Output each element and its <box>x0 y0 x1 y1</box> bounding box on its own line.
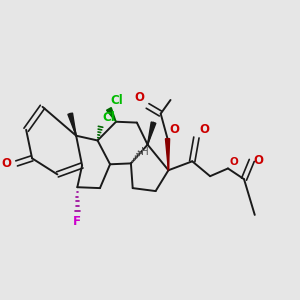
Text: O: O <box>253 154 263 167</box>
Text: Cl: Cl <box>110 94 123 107</box>
Text: F: F <box>73 214 81 228</box>
Text: O: O <box>200 123 209 136</box>
Text: O: O <box>169 123 179 136</box>
Text: O: O <box>134 91 144 103</box>
Text: H: H <box>141 147 149 158</box>
Polygon shape <box>148 122 156 145</box>
Polygon shape <box>68 113 76 136</box>
Text: Cl: Cl <box>102 111 115 124</box>
Text: O: O <box>1 157 11 170</box>
Polygon shape <box>106 108 116 122</box>
Polygon shape <box>165 139 169 170</box>
Text: O: O <box>230 157 238 167</box>
